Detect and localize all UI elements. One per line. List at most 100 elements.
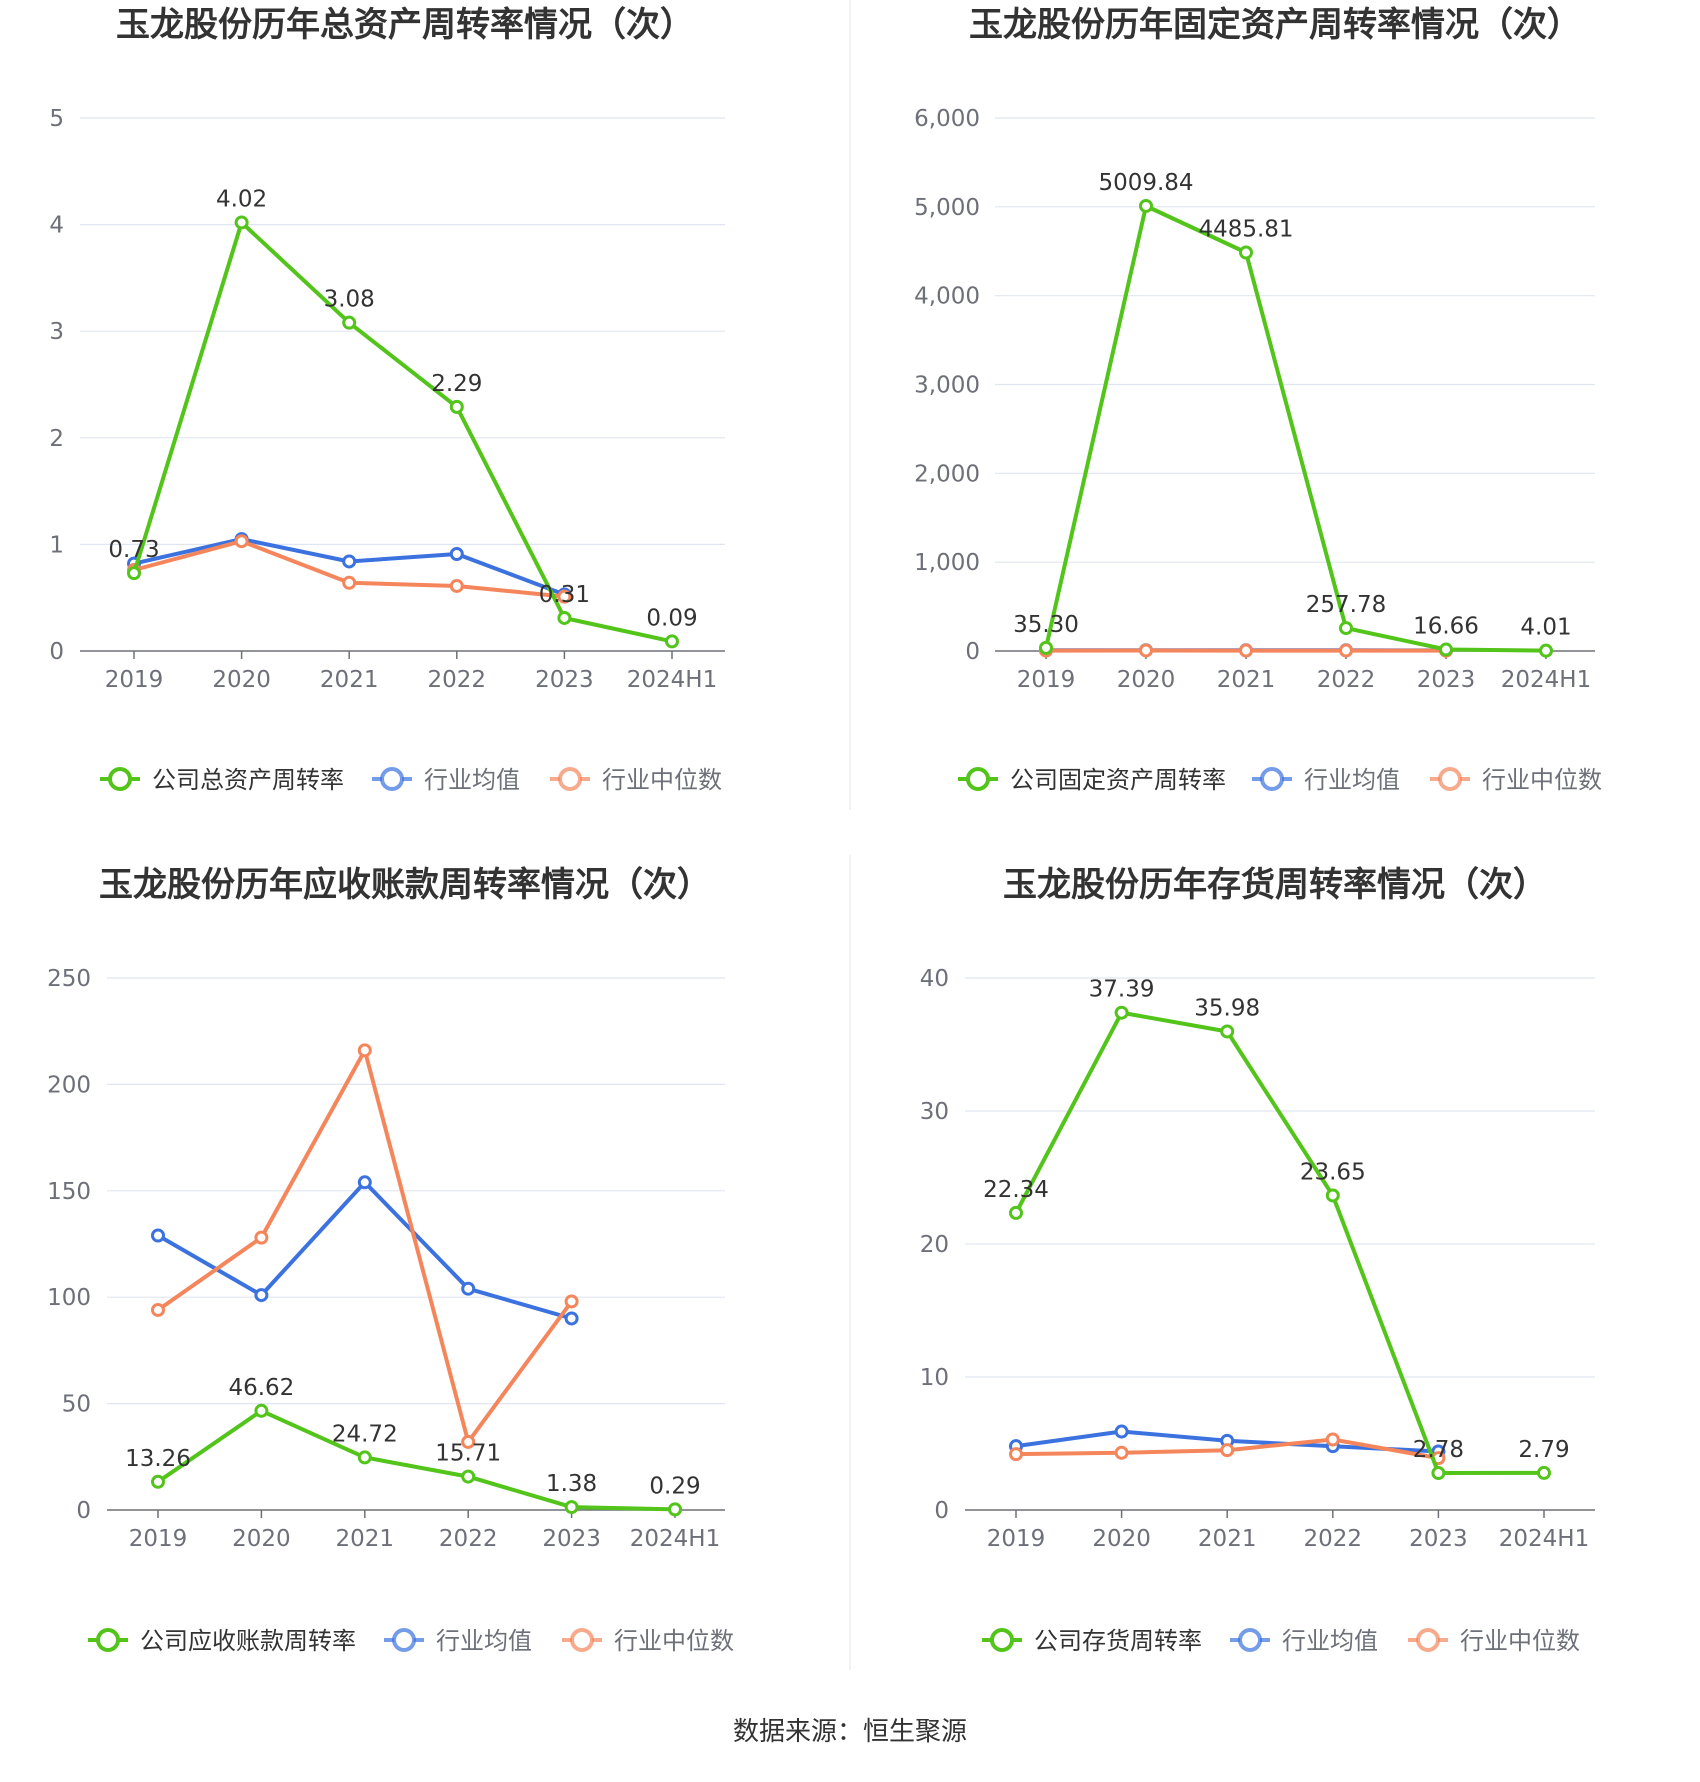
data-point [1339, 621, 1353, 636]
data-label: 4.02 [216, 186, 267, 212]
x-tick-label: 2022 [1317, 667, 1376, 693]
legend-label: 行业中位数 [1482, 766, 1602, 794]
legend-item-industry-average[interactable]: 行业均值 [1230, 1627, 1378, 1655]
y-tick-label: 1,000 [914, 550, 980, 576]
legend-marker [1416, 1628, 1440, 1652]
legend-label: 公司固定资产周转率 [1010, 766, 1226, 794]
data-label: 13.26 [125, 1446, 191, 1472]
legend-marker [570, 1628, 594, 1652]
data-label: 0.09 [646, 605, 697, 631]
legend-marker [96, 1628, 120, 1652]
data-label: 0.73 [108, 537, 159, 563]
chart-panel-3: 玉龙股份历年应收账款周转率情况（次） 0 50 100 150 200 250 2019 202… [47, 865, 734, 1655]
legend-item-company[interactable]: 公司总资产周转率 [100, 766, 344, 794]
data-point [1239, 245, 1253, 260]
legend-label: 行业均值 [1282, 1627, 1378, 1655]
y-tick-label: 4 [49, 213, 64, 239]
x-tick-label: 2023 [542, 1526, 601, 1552]
data-point [564, 1500, 579, 1515]
data-label: 2.79 [1518, 1437, 1569, 1463]
legend-item-industry-median[interactable]: 行业中位数 [1408, 1627, 1580, 1655]
legend-item-industry-median[interactable]: 行业中位数 [562, 1627, 734, 1655]
data-label: 1.38 [546, 1471, 597, 1497]
data-point [668, 1502, 682, 1517]
series-company [151, 1403, 682, 1517]
y-tick-label: 0 [49, 639, 64, 665]
legend-marker [392, 1628, 416, 1652]
legend-label: 行业均值 [424, 766, 520, 794]
data-label: 257.78 [1306, 592, 1386, 618]
data-point [1139, 643, 1153, 658]
chart-panel-4: 玉龙股份历年存货周转率情况（次） 0 10 20 30 40 2019 2020 2021 202… [920, 865, 1595, 1655]
x-tick-label: 2020 [232, 1526, 291, 1552]
data-point [449, 546, 464, 561]
x-tick-label: 2019 [987, 1526, 1046, 1552]
series-industry-median [127, 534, 572, 604]
legend-item-industry-average[interactable]: 行业均值 [384, 1627, 532, 1655]
x-tick-label: 2024H1 [1501, 667, 1591, 693]
y-tick-label: 10 [920, 1365, 949, 1391]
data-label: 35.30 [1013, 612, 1079, 638]
legend-item-industry-average[interactable]: 行业均值 [372, 766, 520, 794]
x-tick-label: 2019 [1017, 667, 1076, 693]
legend-marker [380, 767, 404, 791]
y-tick-label: 250 [47, 966, 91, 992]
y-tick-label: 50 [62, 1392, 91, 1418]
data-point [1009, 1205, 1023, 1220]
data-label: 3.08 [324, 287, 375, 313]
x-tick-label: 2024H1 [630, 1526, 720, 1552]
data-label: 2.29 [431, 371, 482, 397]
data-point [1239, 643, 1253, 658]
legend-marker [1438, 767, 1462, 791]
data-point [1439, 642, 1453, 657]
data-point [254, 1230, 269, 1245]
y-tick-label: 5 [49, 106, 64, 132]
series-industry-median [151, 1043, 579, 1449]
legend-item-company[interactable]: 公司应收账款周转率 [88, 1627, 356, 1655]
data-point [342, 315, 357, 330]
legend-item-company[interactable]: 公司存货周转率 [982, 1627, 1202, 1655]
legend-label: 行业中位数 [602, 766, 722, 794]
y-tick-label: 1 [49, 532, 64, 558]
chart-title: 玉龙股份历年固定资产周转率情况（次） [969, 5, 1581, 45]
x-tick-label: 2019 [129, 1526, 188, 1552]
x-tick-label: 2023 [1417, 667, 1476, 693]
x-tick-label: 2021 [1217, 667, 1276, 693]
data-point [1039, 640, 1053, 655]
data-point [357, 1043, 372, 1058]
data-point [254, 1403, 269, 1418]
data-label: 24.72 [332, 1421, 398, 1447]
data-point [461, 1281, 476, 1296]
series-industry-average [151, 1175, 579, 1326]
x-tick-label: 2020 [1092, 1526, 1151, 1552]
legend-label: 行业均值 [436, 1627, 532, 1655]
legend-label: 公司应收账款周转率 [140, 1627, 356, 1655]
y-tick-label: 0 [965, 639, 980, 665]
y-tick-label: 30 [920, 1099, 949, 1125]
y-tick-label: 5,000 [914, 195, 980, 221]
x-tick-label: 2020 [1117, 667, 1176, 693]
series-line [157, 1180, 573, 1321]
legend-item-industry-average[interactable]: 行业均值 [1252, 766, 1400, 794]
data-point [449, 578, 464, 593]
legend-item-industry-median[interactable]: 行业中位数 [550, 766, 722, 794]
charts-container: 玉龙股份历年总资产周转率情况（次） 0 1 2 3 4 5 2019 2020 2021 2022 2… [47, 5, 1602, 1655]
legend-item-industry-median[interactable]: 行业中位数 [1430, 766, 1602, 794]
data-point [564, 1294, 579, 1309]
data-point [151, 1228, 165, 1243]
legend-item-company[interactable]: 公司固定资产周转率 [958, 766, 1226, 794]
legend-marker [108, 767, 132, 791]
series-line [1044, 204, 1547, 653]
data-point [127, 566, 141, 581]
chart-title: 玉龙股份历年存货周转率情况（次） [1003, 865, 1547, 905]
data-point [1537, 1465, 1551, 1480]
data-point [342, 575, 357, 590]
data-label: 16.66 [1413, 614, 1479, 640]
y-tick-label: 200 [47, 1072, 91, 1098]
data-label: 0.29 [649, 1473, 700, 1499]
data-point [357, 1450, 372, 1465]
data-point [342, 554, 357, 569]
y-tick-label: 100 [47, 1285, 91, 1311]
source-note: 数据来源：恒生聚源 [733, 1717, 967, 1747]
data-point [234, 534, 249, 549]
